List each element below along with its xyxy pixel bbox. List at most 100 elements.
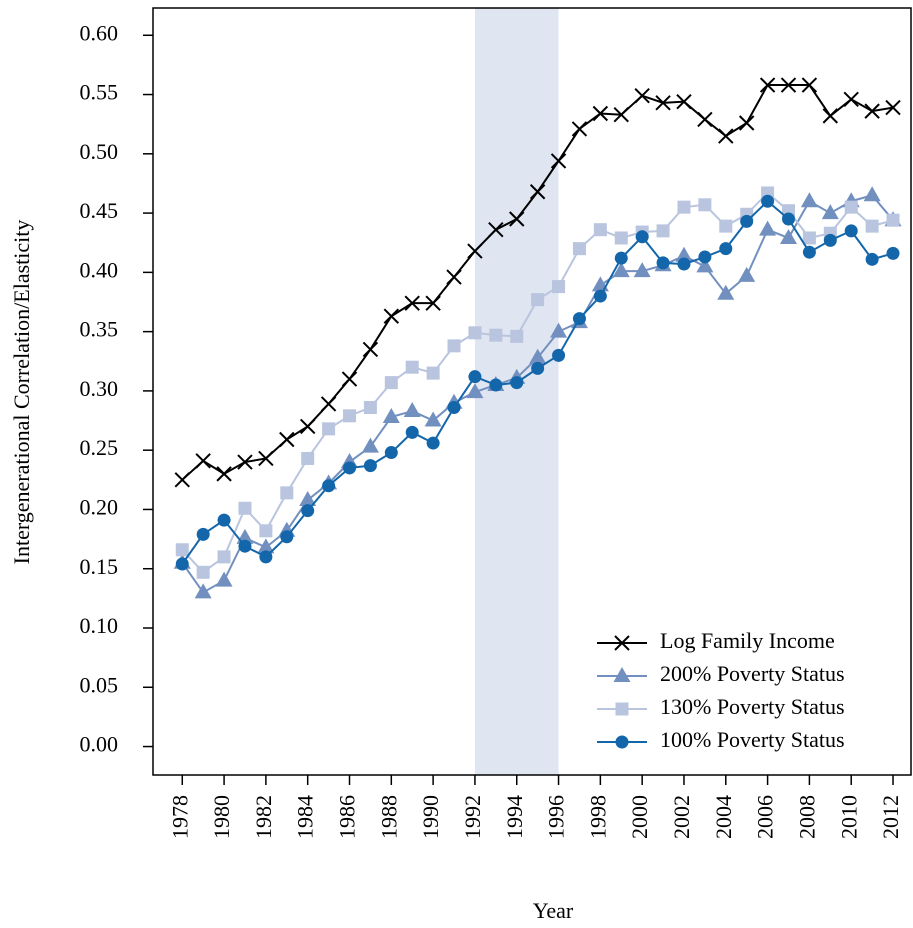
marker [343,461,357,475]
marker [717,284,735,300]
x-tick-label: 2006 [753,795,778,839]
legend-label: 130% Poverty Status [660,694,845,719]
marker [405,425,419,439]
marker [802,245,816,259]
shaded-period [474,8,559,775]
marker [863,186,881,202]
marker [655,95,671,111]
marker [424,411,442,427]
marker [489,378,503,392]
x-tick-label: 2000 [627,795,652,839]
marker [362,341,379,358]
marker [279,431,295,448]
x-tick-label: 2008 [794,795,819,839]
marker [614,635,630,651]
marker [468,370,482,384]
marker [675,246,693,262]
marker [217,513,231,527]
marker [612,262,630,278]
x-tick-label: 1986 [335,795,360,839]
marker [488,221,504,238]
x-tick-label: 1982 [251,795,276,839]
marker [489,328,503,342]
x-tick-label: 1992 [460,795,485,839]
x-tick-label: 1984 [293,795,318,839]
marker [382,407,400,423]
marker [195,453,211,469]
marker [843,91,859,107]
marker [719,242,733,256]
marker [801,77,818,93]
marker [175,557,189,571]
marker [676,93,692,110]
x-tick-label: 1996 [544,795,569,839]
y-tick-label: 0.40 [80,257,119,282]
marker [696,257,714,273]
y-tick-label: 0.50 [80,139,119,164]
plot-frame [152,7,912,776]
marker [384,446,398,460]
marker [405,360,419,374]
marker [363,459,377,473]
x-tick-label: 1998 [585,795,610,839]
x-tick-label: 1988 [376,795,401,839]
legend-label: Log Family Income [660,628,835,653]
series [175,194,900,571]
marker [780,77,797,93]
x-tick-label: 2010 [836,795,861,839]
y-tick-label: 0.60 [80,20,119,45]
marker [593,289,607,303]
marker [468,326,482,340]
marker [614,251,628,265]
marker [280,486,294,500]
marker [572,312,586,326]
marker [194,583,212,599]
x-tick-label: 1994 [502,795,527,839]
marker [615,735,629,749]
marker [467,243,483,259]
marker [529,184,546,200]
marker [466,383,484,399]
marker [761,194,775,208]
marker [656,256,670,270]
marker [656,224,670,238]
x-tick-label: 2012 [878,795,903,839]
marker [446,269,462,285]
y-tick-label: 0.55 [80,80,119,105]
marker [865,219,879,233]
marker [550,322,568,338]
marker [361,437,379,453]
marker [844,224,858,238]
marker [738,115,755,131]
y-tick-label: 0.35 [80,317,119,342]
marker [196,527,210,541]
marker [259,550,273,564]
marker [886,213,900,227]
x-tick-label: 2002 [669,795,694,839]
marker [299,490,317,506]
marker [175,543,189,557]
marker [217,550,231,564]
marker [886,246,900,260]
marker [552,280,566,294]
marker [343,409,357,423]
marker [697,111,713,128]
legend-label: 100% Poverty Status [660,727,845,752]
y-tick-label: 0.00 [80,732,119,757]
marker [341,371,358,387]
marker [237,454,253,470]
marker [529,348,547,364]
marker [280,530,294,544]
marker [571,121,588,137]
marker [738,266,756,282]
marker [363,401,377,415]
marker [301,504,315,518]
marker [426,366,440,380]
marker [779,228,797,244]
legend-label: 200% Poverty Status [660,661,845,686]
marker [698,198,712,212]
marker [383,308,400,324]
marker [403,402,421,418]
marker [531,361,545,375]
